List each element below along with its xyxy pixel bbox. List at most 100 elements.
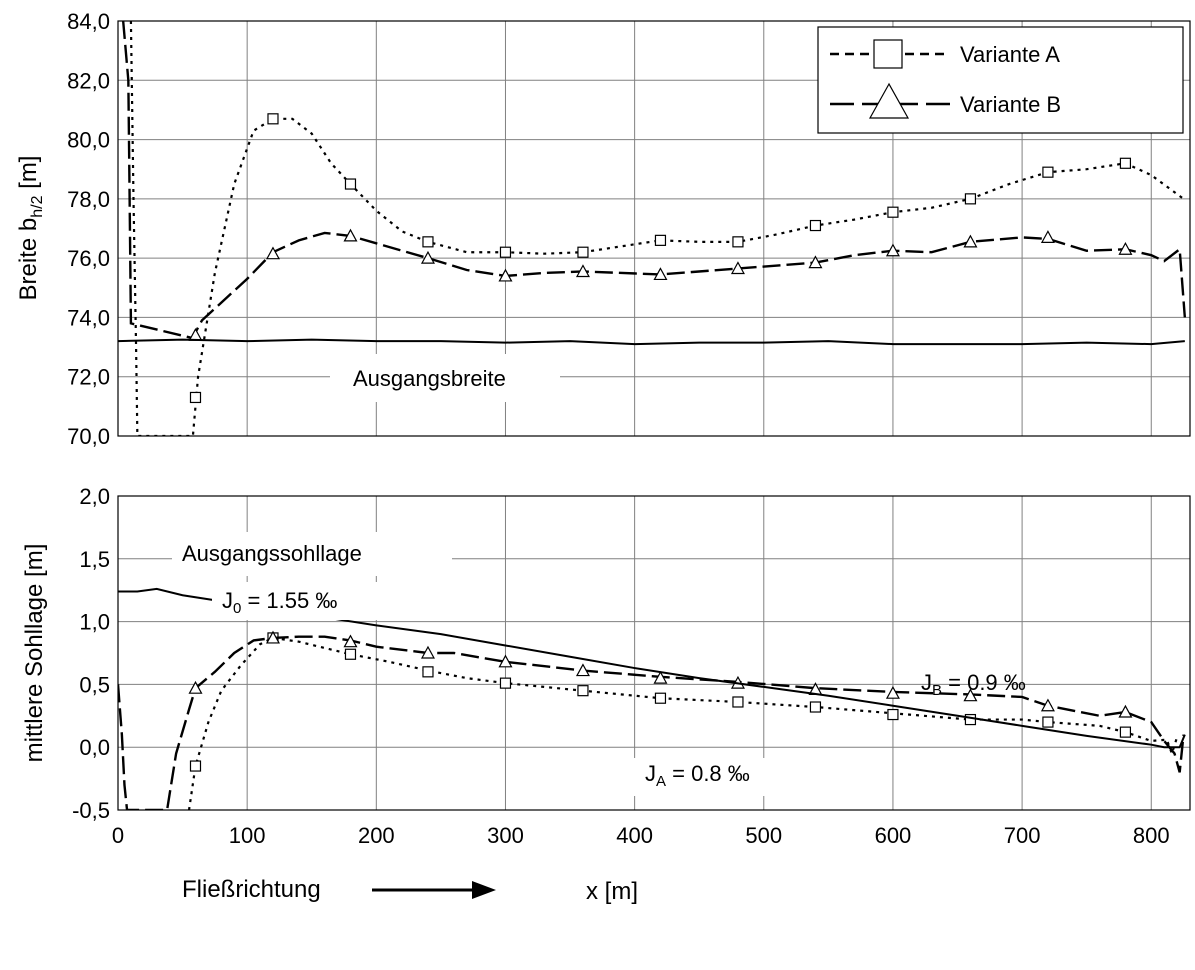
legend-square-icon xyxy=(873,39,903,69)
y-tick-label: 2,0 xyxy=(79,484,110,509)
legend-label-b: Variante B xyxy=(960,92,1061,117)
data-point-triangle xyxy=(885,685,900,699)
y-axis-label-top: Breite bh/2 [m] xyxy=(15,156,46,301)
data-point-triangle xyxy=(343,634,358,648)
series-line-2 xyxy=(118,338,1185,346)
y-tick-label: 76,0 xyxy=(67,246,110,271)
data-point-triangle xyxy=(188,680,203,694)
x-tick-label: 0 xyxy=(112,823,124,848)
data-point-triangle xyxy=(575,663,590,677)
y-axis-label-top-unit: [m] xyxy=(15,156,42,196)
y-tick-label: 0,5 xyxy=(79,672,110,697)
data-point-triangle xyxy=(420,645,435,659)
y-tick-label: 1,0 xyxy=(79,610,110,635)
data-point-triangle xyxy=(343,228,358,242)
data-point-triangle xyxy=(653,670,668,684)
y-tick-label: 74,0 xyxy=(67,305,110,330)
y-tick-label: 70,0 xyxy=(67,424,110,449)
data-point-triangle xyxy=(963,688,978,702)
legend: Variante A Variante B xyxy=(817,26,1184,134)
data-point-square xyxy=(809,219,822,232)
baseline-label: Ausgangsbreite xyxy=(353,366,506,391)
data-point-square xyxy=(887,206,899,218)
data-point-square xyxy=(344,178,357,190)
data-point-triangle xyxy=(1040,230,1055,243)
y-axis-label-bottom: mittlere Sohllage [m] xyxy=(21,544,48,763)
slope-label-j0: J0 = 1.55 ‰ xyxy=(222,588,337,617)
data-point-triangle xyxy=(1040,698,1055,712)
initial-bed-label: Ausgangssohllage xyxy=(182,541,362,566)
data-point-square xyxy=(732,696,744,708)
data-point-square xyxy=(1119,726,1132,738)
data-point-triangle xyxy=(808,255,823,269)
y-tick-label: 0,0 xyxy=(79,735,110,760)
data-point-triangle xyxy=(420,250,435,264)
data-point-square xyxy=(809,701,822,713)
initial-label-bg xyxy=(172,532,452,576)
slope-label-jb: JB = 0.9 ‰ xyxy=(921,670,1026,699)
legend-label-a: Variante A xyxy=(960,42,1060,67)
data-point-square xyxy=(1119,157,1132,169)
baseline-label-bg xyxy=(330,354,560,402)
data-point-triangle xyxy=(1118,241,1133,255)
flow-arrowhead-icon xyxy=(472,881,496,899)
data-point-square xyxy=(499,677,512,689)
data-point-triangle xyxy=(575,264,590,278)
data-point-triangle xyxy=(1118,704,1133,718)
data-point-triangle xyxy=(730,261,745,275)
x-tick-label: 700 xyxy=(1004,823,1041,848)
x-axis-label: x [m] xyxy=(586,878,638,905)
data-point-triangle xyxy=(498,654,513,668)
y-tick-label: 1,5 xyxy=(79,547,110,572)
data-point-square xyxy=(887,708,899,721)
x-tick-label: 300 xyxy=(487,823,524,848)
y-tick-label: 72,0 xyxy=(67,365,110,390)
data-point-triangle xyxy=(963,234,978,248)
slope-label-j0-bg xyxy=(212,582,408,620)
slope-label-ja: JA = 0.8 ‰ xyxy=(645,761,750,790)
data-point-square xyxy=(732,236,744,248)
y-tick-label: 78,0 xyxy=(67,187,110,212)
data-point-square xyxy=(654,692,667,704)
data-point-square xyxy=(422,666,434,678)
data-point-square xyxy=(499,246,512,258)
data-point-triangle xyxy=(885,243,900,257)
data-point-square xyxy=(422,236,434,248)
data-point-square xyxy=(189,760,202,772)
data-point-triangle xyxy=(653,267,668,281)
data-point-square xyxy=(577,246,589,258)
data-point-triangle xyxy=(498,268,513,282)
y-axis-label-top-sub: h/2 xyxy=(29,195,46,217)
x-tick-label: 100 xyxy=(229,823,266,848)
x-tick-label: 400 xyxy=(616,823,653,848)
data-point-square xyxy=(344,648,357,660)
x-tick-label: 500 xyxy=(745,823,782,848)
data-point-square xyxy=(1042,166,1054,178)
panel-top: 70,0 72,0 74,0 76,0 78,0 80,0 82,0 84,0 Ausgangs… xyxy=(15,9,1191,449)
data-point-triangle xyxy=(265,246,280,260)
series-line-1 xyxy=(118,635,1185,810)
data-point-square xyxy=(267,113,279,125)
plot-border xyxy=(117,495,1191,811)
x-tick-label: 600 xyxy=(875,823,912,848)
y-tick-label: 84,0 xyxy=(67,9,110,34)
data-point-square xyxy=(964,193,977,205)
y-tick-label: 80,0 xyxy=(67,128,110,153)
y-tick-label: -0,5 xyxy=(72,798,110,823)
x-tick-label: 800 xyxy=(1133,823,1170,848)
data-point-square xyxy=(189,391,202,404)
plot-border xyxy=(117,20,1191,437)
y-axis-label-top-main: Breite b xyxy=(15,218,42,301)
legend-triangle-icon xyxy=(868,82,910,119)
slope-label-ja-bg xyxy=(632,758,782,796)
x-tick-label: 200 xyxy=(358,823,395,848)
data-point-square xyxy=(654,234,667,246)
y-tick-label: 82,0 xyxy=(67,68,110,93)
panel-bottom: -0,5 0,0 0,5 1,0 1,5 2,0 Ausgangssohllage J0 = … xyxy=(21,484,1191,905)
data-point-triangle xyxy=(265,630,280,644)
data-point-square xyxy=(577,685,589,697)
data-point-square xyxy=(964,713,977,726)
data-point-square xyxy=(1042,716,1054,728)
flow-direction-label: Fließrichtung xyxy=(182,876,321,903)
